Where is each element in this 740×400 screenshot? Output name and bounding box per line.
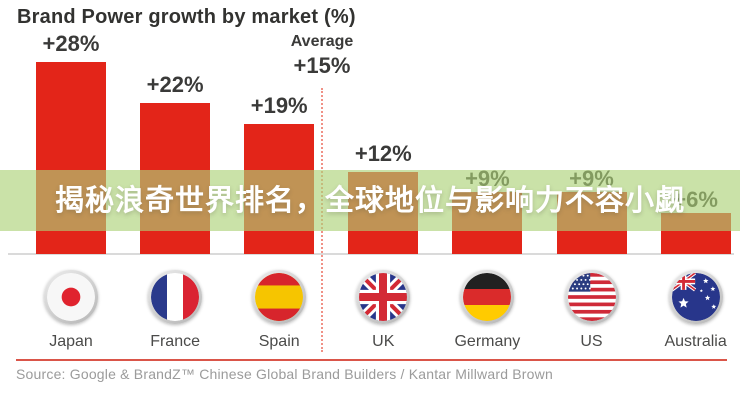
headline-banner <box>0 170 740 231</box>
flag-japan-icon <box>44 270 98 324</box>
chart-title: Brand Power growth by market (%) <box>17 6 356 28</box>
value-label-france: +22% <box>146 72 204 97</box>
value-label-uk: +12% <box>354 141 412 166</box>
average-annotation: Average +15% <box>262 33 382 79</box>
country-label-japan: Japan <box>49 333 93 350</box>
value-label-japan: +28% <box>42 31 100 56</box>
country-label-us: US <box>580 333 603 350</box>
average-label: Average <box>290 33 354 50</box>
average-value: +15% <box>293 53 351 78</box>
source-text: Source: Google & BrandZ™ Chinese Global … <box>16 366 553 382</box>
country-label-france: France <box>150 333 200 350</box>
value-label-spain: +19% <box>250 93 308 118</box>
country-label-australia: Australia <box>664 333 727 350</box>
flag-france-icon <box>148 270 203 324</box>
country-label-germany: Germany <box>454 333 521 350</box>
flag-australia-icon <box>668 270 723 324</box>
country-label-uk: UK <box>372 333 395 350</box>
flag-us-icon <box>564 270 619 324</box>
flag-germany-icon <box>460 270 515 324</box>
country-label-spain: Spain <box>258 333 300 350</box>
headline-text: 揭秘浪奇世界排名，全球地位与影响力不容小觑 <box>54 185 685 217</box>
flag-uk-icon <box>356 270 411 324</box>
axis-baseline <box>8 253 734 255</box>
footer-rule <box>16 359 727 361</box>
flag-spain-icon <box>252 270 307 324</box>
